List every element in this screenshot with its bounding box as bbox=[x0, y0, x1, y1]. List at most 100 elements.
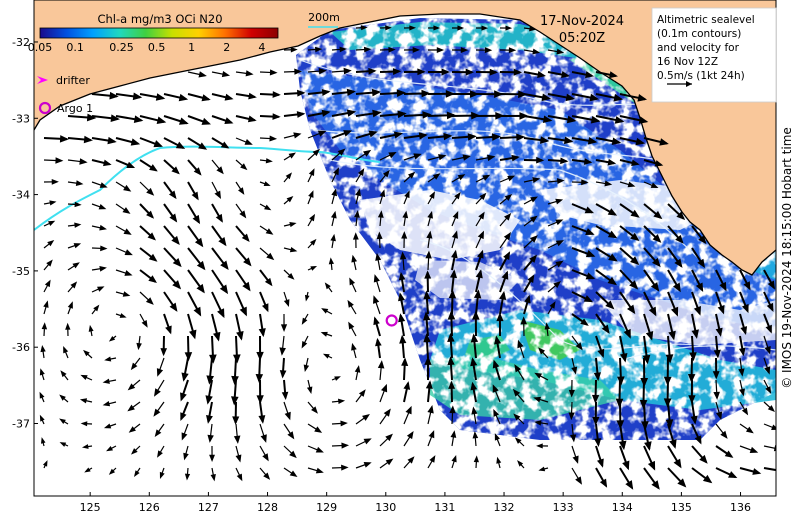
velocity-arrow-head bbox=[224, 93, 234, 101]
velocity-arrow-head bbox=[371, 88, 382, 97]
velocity-arrow-head bbox=[433, 25, 441, 31]
velocity-arrow-head bbox=[426, 230, 433, 239]
velocity-arrow-head bbox=[83, 349, 90, 357]
velocity-arrow-head bbox=[443, 132, 453, 141]
velocity-arrow-head bbox=[80, 374, 88, 381]
velocity-arrow-head bbox=[354, 365, 361, 373]
x-tick-label: 129 bbox=[316, 501, 337, 514]
velocity-arrow-head bbox=[771, 424, 776, 430]
velocity-arrow-head bbox=[99, 182, 108, 188]
velocity-arrow-head bbox=[405, 405, 412, 415]
x-axis: 125 126 127 128 129 130 131 132 133 134 135 136 bbox=[80, 492, 751, 514]
velocity-arrow-head bbox=[424, 356, 432, 365]
velocity-arrow-head bbox=[401, 357, 409, 366]
velocity-arrow-head bbox=[638, 116, 649, 124]
velocity-arrow-head bbox=[556, 48, 565, 55]
velocity-arrow-head bbox=[363, 462, 372, 468]
altimetry-note-line-4: 16 Nov 12Z bbox=[657, 56, 718, 68]
velocity-arrow-head bbox=[388, 151, 397, 159]
velocity-arrow-head bbox=[272, 113, 281, 120]
velocity-arrow-head bbox=[130, 362, 138, 371]
velocity-arrow-head bbox=[424, 270, 432, 279]
date-label: 17-Nov-2024 bbox=[540, 14, 624, 29]
velocity-arrow-head bbox=[650, 182, 659, 189]
velocity-arrow-head bbox=[728, 471, 738, 479]
velocity-arrow-head bbox=[644, 441, 652, 451]
velocity-arrow-head bbox=[141, 319, 148, 328]
velocity-arrow-head bbox=[529, 215, 538, 223]
y-tick-label: -35 bbox=[12, 265, 30, 278]
velocity-arrow-head bbox=[221, 70, 231, 78]
velocity-arrow-head bbox=[471, 406, 478, 415]
velocity-arrow-head bbox=[556, 178, 565, 185]
velocity-arrow-head bbox=[214, 190, 222, 200]
velocity-arrow-head bbox=[119, 313, 127, 318]
velocity-arrow-head bbox=[196, 260, 206, 271]
velocity-arrow-head bbox=[146, 187, 155, 196]
velocity-arrow-head bbox=[156, 116, 167, 125]
velocity-arrow-head bbox=[136, 342, 142, 351]
velocity-arrow-head bbox=[481, 25, 489, 31]
velocity-arrow-head bbox=[697, 258, 706, 269]
velocity-arrow-head bbox=[425, 250, 432, 259]
velocity-arrow-head bbox=[123, 228, 132, 235]
velocity-arrow-head bbox=[196, 283, 205, 294]
velocity-arrow-head bbox=[428, 430, 435, 439]
velocity-arrow-head bbox=[341, 442, 350, 449]
velocity-arrow-head bbox=[216, 166, 224, 175]
velocity-arrow-head bbox=[399, 251, 407, 260]
velocity-arrow-head bbox=[544, 322, 550, 330]
velocity-arrow-head bbox=[102, 378, 110, 384]
velocity-arrow-head bbox=[373, 316, 380, 326]
velocity-arrow-head bbox=[266, 252, 275, 261]
velocity-arrow-head bbox=[691, 329, 699, 339]
velocity-arrow-head bbox=[460, 47, 469, 54]
velocity-arrow-head bbox=[130, 448, 138, 455]
velocity-arrow-head bbox=[256, 395, 264, 404]
velocity-arrow-head bbox=[563, 136, 574, 145]
velocity-arrow-head bbox=[674, 258, 683, 268]
velocity-arrow-head bbox=[289, 222, 297, 228]
velocity-arrow-head bbox=[492, 359, 500, 369]
velocity-arrow-head bbox=[470, 357, 478, 367]
altimetry-note-line-3: and velocity for bbox=[657, 42, 740, 54]
velocity-arrow-head bbox=[262, 453, 269, 462]
velocity-arrow-head bbox=[713, 349, 721, 359]
velocity-arrow-head bbox=[306, 386, 313, 394]
plot-frame bbox=[33, 0, 777, 497]
velocity-arrow-head bbox=[124, 270, 133, 276]
velocity-arrow-head bbox=[104, 356, 112, 362]
velocity-arrow-head bbox=[575, 342, 583, 351]
velocity-arrow-head bbox=[153, 140, 163, 148]
velocity-arrow-head bbox=[346, 88, 356, 96]
velocity-arrow-head bbox=[153, 408, 161, 417]
x-tick-label: 136 bbox=[730, 501, 751, 514]
velocity-arrow-head bbox=[324, 282, 331, 290]
velocity-arrow-head bbox=[566, 115, 577, 124]
velocity-arrow-head bbox=[688, 395, 696, 404]
velocity-arrow-head bbox=[719, 281, 727, 292]
velocity-arrow-head bbox=[449, 405, 456, 414]
velocity-arrow-head bbox=[206, 375, 215, 385]
velocity-arrow-head bbox=[149, 164, 158, 172]
altimetry-note-line-5: 0.5m/s (1kt 24h) bbox=[657, 70, 745, 82]
velocity-arrow-head bbox=[452, 211, 459, 219]
velocity-arrow-head bbox=[713, 391, 720, 400]
velocity-arrow-head bbox=[65, 322, 71, 330]
velocity-arrow-head bbox=[40, 344, 46, 353]
velocity-arrow-head bbox=[108, 468, 116, 475]
velocity-arrow-head bbox=[630, 209, 640, 218]
velocity-arrow-head bbox=[376, 231, 383, 240]
velocity-arrow-head bbox=[219, 284, 229, 295]
velocity-arrow-head bbox=[133, 470, 140, 477]
velocity-arrow-head bbox=[527, 274, 535, 284]
velocity-arrow-head bbox=[198, 142, 208, 150]
velocity-arrow-head bbox=[650, 282, 660, 292]
velocity-arrow-head bbox=[236, 331, 244, 341]
velocity-arrow-head bbox=[590, 115, 601, 124]
velocity-arrow-head bbox=[315, 467, 324, 474]
velocity-arrow-head bbox=[321, 88, 331, 96]
velocity-arrow-head bbox=[560, 157, 569, 165]
x-tick-label: 134 bbox=[612, 501, 633, 514]
velocity-arrow-head bbox=[583, 295, 593, 303]
